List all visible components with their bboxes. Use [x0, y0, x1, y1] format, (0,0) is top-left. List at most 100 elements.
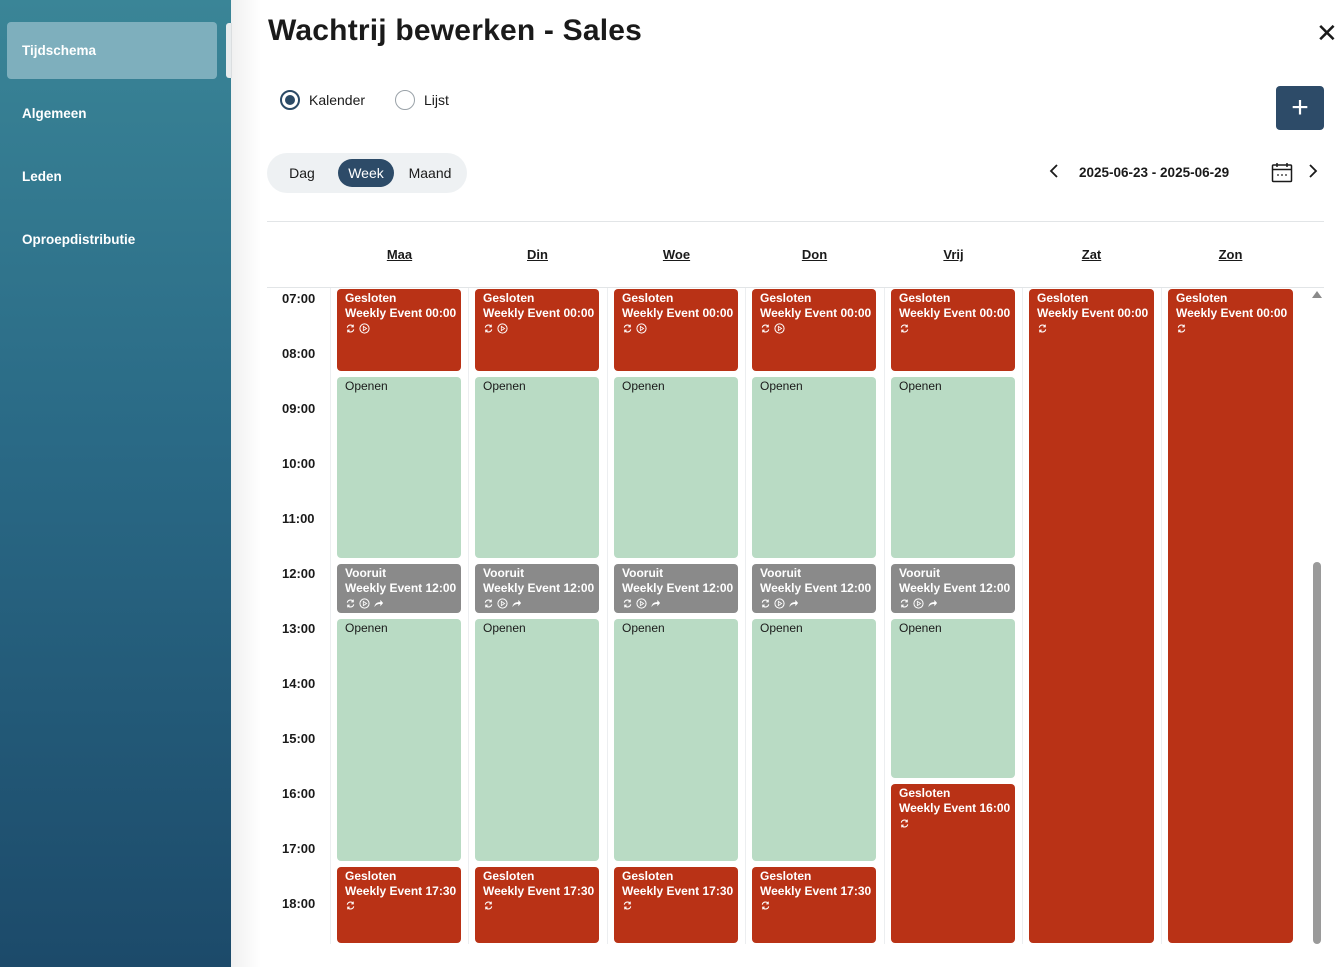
day-header-0[interactable]: Maa	[386, 247, 413, 262]
event-subtitle: Weekly Event 17:30	[345, 883, 457, 898]
play-circle-icon	[774, 322, 785, 334]
scroll-thumb[interactable]	[1313, 562, 1321, 944]
repeat-icon	[622, 900, 633, 911]
play-circle-icon	[497, 597, 508, 609]
forward-icon	[650, 598, 661, 609]
calendar-event-closed[interactable]: Gesloten Weekly Event 00:00	[1029, 289, 1154, 943]
calendar-event-closed[interactable]: Gesloten Weekly Event 00:00	[891, 289, 1015, 371]
tab-maand[interactable]: Maand	[408, 165, 452, 181]
radio-kalender[interactable]: Kalender	[280, 90, 365, 110]
sidebar-item-label: Tijdschema	[22, 43, 97, 58]
day-header-4[interactable]: Vrij	[943, 247, 964, 262]
calendar-event-closed[interactable]: Gesloten Weekly Event 00:00	[1168, 289, 1293, 943]
calendar-event-open[interactable]: Openen	[337, 377, 461, 558]
calendar-event-pre[interactable]: Vooruit Weekly Event 12:00	[891, 564, 1015, 613]
day-header-3[interactable]: Don	[801, 247, 828, 262]
play-circle-icon	[774, 597, 785, 609]
hour-label: 15:00	[282, 731, 316, 746]
sidebar-tab-indicator	[226, 23, 232, 78]
repeat-icon	[899, 323, 910, 334]
calendar-event-closed[interactable]: Gesloten Weekly Event 17:30	[337, 866, 461, 943]
repeat-icon	[345, 598, 356, 609]
column-separator	[330, 288, 331, 944]
tab-dag[interactable]: Dag	[289, 165, 315, 181]
chevron-right-icon[interactable]	[1307, 163, 1319, 184]
event-subtitle: Weekly Event 00:00	[1037, 306, 1149, 320]
repeat-icon	[1176, 323, 1187, 334]
panel-shadow	[231, 0, 261, 967]
tab-week[interactable]: Week	[338, 159, 394, 187]
event-title: Vooruit	[899, 566, 941, 580]
radio-lijst[interactable]: Lijst	[395, 90, 449, 110]
event-icons	[345, 597, 453, 609]
calendar-event-closed[interactable]: Gesloten Weekly Event 00:00	[752, 289, 876, 371]
event-icons	[760, 597, 868, 609]
calendar-event-closed[interactable]: Gesloten Weekly Event 00:00	[475, 289, 599, 371]
event-title: Gesloten	[345, 868, 397, 883]
event-icons	[622, 597, 730, 609]
radio-unselected-icon	[395, 90, 415, 110]
repeat-icon	[899, 818, 910, 829]
repeat-icon	[760, 323, 771, 334]
repeat-icon	[622, 323, 633, 334]
play-circle-icon	[497, 322, 508, 334]
sidebar-item-oproepdistributie[interactable]: Oproepdistributie	[7, 211, 217, 268]
column-separator	[884, 288, 885, 944]
calendar-event-closed[interactable]: Gesloten Weekly Event 00:00	[614, 289, 738, 371]
calendar-event-open[interactable]: Openen	[752, 619, 876, 861]
event-icons	[760, 322, 868, 334]
scroll-up-arrow-icon[interactable]	[1312, 291, 1322, 298]
event-icons	[345, 322, 453, 334]
event-icons	[899, 597, 1007, 609]
event-title: Vooruit	[760, 566, 802, 580]
calendar-event-open[interactable]: Openen	[891, 377, 1015, 558]
close-icon[interactable]: ✕	[1316, 18, 1336, 48]
calendar-event-pre[interactable]: Vooruit Weekly Event 12:00	[337, 564, 461, 613]
calendar-icon[interactable]	[1271, 162, 1293, 183]
event-subtitle: Weekly Event 00:00	[899, 306, 1011, 320]
calendar-event-open[interactable]: Openen	[891, 619, 1015, 778]
divider	[267, 221, 1324, 222]
calendar-event-open[interactable]: Openen	[475, 619, 599, 861]
day-header-2[interactable]: Woe	[662, 247, 691, 262]
calendar-event-closed[interactable]: Gesloten Weekly Event 17:30	[614, 866, 738, 943]
calendar-event-pre[interactable]: Vooruit Weekly Event 12:00	[475, 564, 599, 613]
sidebar-item-leden[interactable]: Leden	[7, 148, 217, 205]
day-header-1[interactable]: Din	[527, 247, 548, 262]
day-header-5[interactable]: Zat	[1081, 247, 1102, 262]
calendar-event-closed[interactable]: Gesloten Weekly Event 00:00	[337, 289, 461, 371]
calendar-event-open[interactable]: Openen	[752, 377, 876, 558]
event-icons	[1176, 322, 1285, 334]
repeat-icon	[899, 598, 910, 609]
event-icons	[622, 322, 730, 334]
calendar-event-open[interactable]: Openen	[614, 619, 738, 861]
forward-icon	[788, 598, 799, 609]
calendar-event-closed[interactable]: Gesloten Weekly Event 17:30	[475, 866, 599, 943]
calendar-event-pre[interactable]: Vooruit Weekly Event 12:00	[614, 564, 738, 613]
calendar-event-closed[interactable]: Gesloten Weekly Event 17:30	[752, 866, 876, 943]
calendar-event-open[interactable]: Openen	[475, 377, 599, 558]
forward-icon	[927, 598, 938, 609]
sidebar-item-tijdschema[interactable]: Tijdschema	[7, 22, 217, 79]
sidebar-item-algemeen[interactable]: Algemeen	[7, 85, 217, 142]
column-separator	[1022, 288, 1023, 944]
date-range: 2025-06-23 - 2025-06-29	[1079, 165, 1230, 180]
calendar-event-open[interactable]: Openen	[614, 377, 738, 558]
page-title: Wachtrij bewerken - Sales	[268, 14, 643, 47]
calendar-event-pre[interactable]: Vooruit Weekly Event 12:00	[752, 564, 876, 613]
add-button[interactable]: +	[1276, 86, 1324, 130]
event-subtitle: Weekly Event 12:00	[345, 581, 457, 595]
column-separator	[607, 288, 608, 944]
event-title: Openen	[622, 379, 665, 393]
event-subtitle: Weekly Event 12:00	[622, 581, 734, 595]
chevron-left-icon[interactable]	[1048, 163, 1060, 184]
calendar-event-open[interactable]: Openen	[337, 619, 461, 861]
event-icons	[899, 322, 1007, 334]
radio-label: Kalender	[309, 92, 366, 108]
event-icons	[899, 817, 1007, 829]
event-title: Gesloten	[899, 291, 951, 305]
event-icons	[483, 597, 591, 609]
calendar-event-closed[interactable]: Gesloten Weekly Event 16:00	[891, 784, 1015, 943]
day-header-6[interactable]: Zon	[1218, 247, 1243, 262]
hour-label: 16:00	[282, 786, 316, 801]
